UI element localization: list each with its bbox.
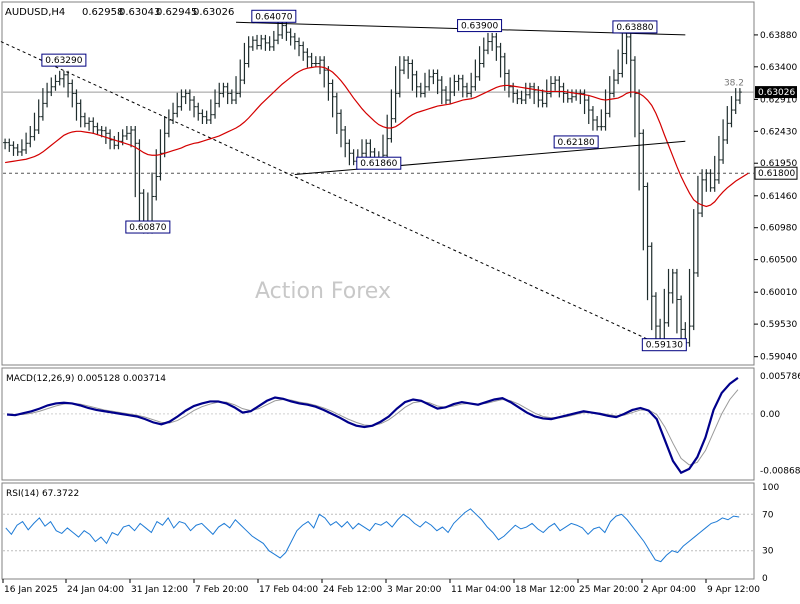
price-y-tick-label: 0.62430 <box>760 127 797 137</box>
price-annotation-label: 0.59130 <box>646 341 683 351</box>
price-y-tick-label: 0.59530 <box>760 320 797 330</box>
macd-y-tick-label: 0.005786 <box>760 372 800 382</box>
axis-layer: 0.63880 0.63400 0.62910 0.62430 0.61950 0.614… <box>2 31 800 595</box>
price-annotation-label: 0.61860 <box>360 159 397 169</box>
price-y-tick-label: 0.63400 <box>760 63 797 73</box>
x-tick-label: 9 Apr 12:00 <box>707 585 760 595</box>
macd-panel-frame <box>1 367 755 481</box>
x-tick-label: 31 Jan 12:00 <box>131 585 188 595</box>
price-panel-frame <box>1 1 755 366</box>
macd-line <box>6 376 739 475</box>
price-annotation-box <box>641 338 687 352</box>
rsi-y-tick-label: 100 <box>762 483 779 493</box>
price-y-tick-label: 0.61460 <box>760 192 797 202</box>
macd-title: MACD(12,26,9) 0.005128 0.003714 <box>6 374 166 384</box>
rsi-y-tick-label: 30 <box>762 547 774 557</box>
x-tick-label: 24 Jan 04:00 <box>67 585 124 595</box>
chart-close: 0.63026 <box>193 7 234 18</box>
price-y-tick-label: 0.60980 <box>760 224 797 234</box>
price-annotation-label: 0.63900 <box>461 22 498 32</box>
price-y-tick-label: 0.63880 <box>760 31 797 41</box>
x-tick-label: 18 Mar 12:00 <box>515 585 575 595</box>
rsi-line <box>5 508 740 563</box>
price-annotation-label: 0.63880 <box>616 23 653 33</box>
moving-average-line <box>5 66 749 208</box>
price-annotation-label: 0.60870 <box>129 223 166 233</box>
price-annotation-box <box>125 220 171 234</box>
chart-high: 0.63043 <box>119 7 160 18</box>
price-annotation-box <box>612 20 658 34</box>
rsi-title: RSI(14) 67.3722 <box>6 489 79 499</box>
chart-low: 0.62945 <box>156 7 197 18</box>
price-annotation-box <box>41 53 87 67</box>
x-tick-label: 16 Jan 2025 <box>4 585 58 595</box>
x-tick-label: 11 Mar 04:00 <box>451 585 511 595</box>
price-y-tick-label: 0.60500 <box>760 256 797 266</box>
current-price-tag-label: 0.63026 <box>758 88 795 98</box>
rsi-y-tick-label: 0 <box>762 574 768 584</box>
x-tick-label: 24 Feb 12:00 <box>323 585 382 595</box>
current-price-tag <box>755 86 797 99</box>
level-tag <box>754 166 798 180</box>
price-annotation-label: 0.62180 <box>558 138 595 148</box>
price-annotation-box <box>457 19 503 33</box>
level-tag-label: 0.61800 <box>758 169 795 179</box>
price-annotation-box <box>553 135 599 149</box>
fib-level-label: 38.2 <box>724 78 744 88</box>
macd-y-tick-label: 0.00 <box>760 410 780 420</box>
rsi-layer <box>3 508 754 563</box>
price-y-tick-label: 0.60010 <box>760 288 797 298</box>
price-annotation-label: 0.63290 <box>45 56 82 66</box>
price-y-tick-label: 0.61950 <box>760 159 797 169</box>
x-tick-label: 17 Feb 04:00 <box>259 585 318 595</box>
watermark: Action Forex <box>255 279 391 304</box>
chart-symbol: AUDUSD,H4 <box>5 7 65 18</box>
x-tick-label: 7 Feb 20:00 <box>195 585 249 595</box>
chart-open: 0.62958 <box>82 7 123 18</box>
rsi-panel-frame <box>1 482 755 580</box>
price-layer: 0.63290 0.60870 0.64070 0.61860 0.63900 0.638… <box>0 9 754 352</box>
x-tick-label: 3 Mar 20:00 <box>387 585 442 595</box>
rsi-y-tick-label: 70 <box>762 510 774 520</box>
x-tick-label: 25 Mar 20:00 <box>579 585 639 595</box>
price-annotation-box <box>251 9 297 23</box>
price-annotation-box <box>356 156 402 170</box>
x-tick-label: 2 Apr 04:00 <box>643 585 696 595</box>
price-y-tick-label: 0.62910 <box>760 95 797 105</box>
price-annotation-label: 0.64070 <box>255 12 292 22</box>
macd-layer <box>3 376 754 475</box>
price-y-tick-label: 0.59040 <box>760 353 797 363</box>
